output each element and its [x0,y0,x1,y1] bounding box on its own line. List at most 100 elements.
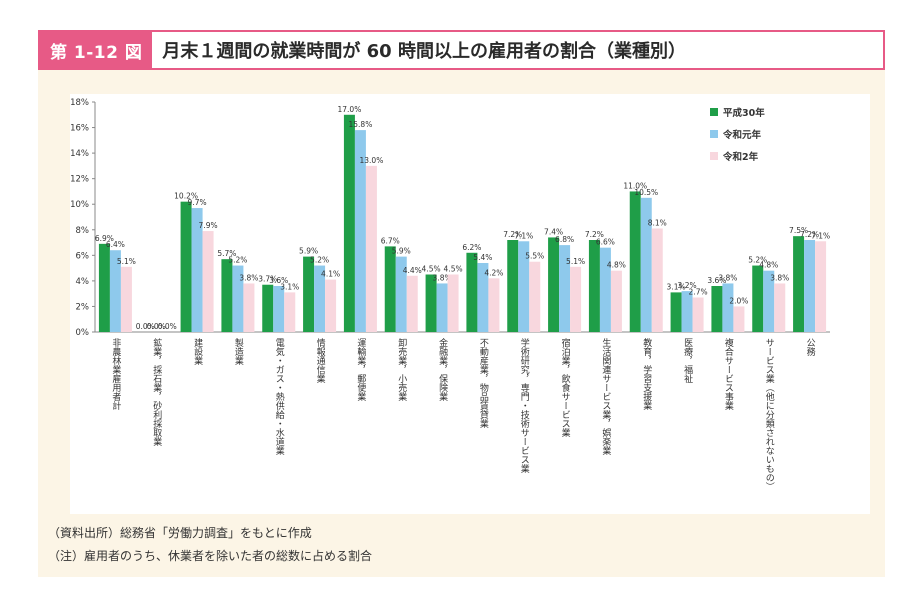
data-label: 3.8% [433,273,452,282]
data-label: 6.4% [106,240,125,249]
data-label: 8.1% [648,219,667,228]
data-label: 5.2% [310,256,329,265]
data-label: 15.8% [349,120,373,129]
bar [273,286,285,332]
data-label: 5.2% [228,256,247,265]
data-label: 3.7% [258,275,277,284]
data-label: 3.6% [707,276,726,285]
category-label: 複合サービス事業 [723,337,734,411]
data-label: 6.8% [555,235,574,244]
bar [651,228,663,332]
data-label: 3.8% [770,273,789,282]
bar [477,263,489,332]
figure-title: 月末１週間の就業時間が 60 時間以上の雇用者の割合（業種別） [162,41,686,62]
bar [221,259,233,332]
chart-area: 0% 2% 4% 6% 8% 10% 12% 14% 16% 18% 6.9% 0.0% 10.2% 5.… [70,94,870,514]
data-label: 0.0% [158,322,177,331]
bar [692,297,704,332]
y-tick-label: 12% [70,175,89,185]
data-label: 11.0% [623,181,647,190]
data-label: 3.1% [280,282,299,291]
bar [640,197,652,332]
data-label: 17.0% [338,105,362,114]
y-tick-label: 2% [76,302,90,312]
bar [406,275,418,332]
data-label: 4.2% [484,268,503,277]
data-label: 3.8% [718,273,737,282]
category-label: 金融業，保険業 [437,337,448,402]
data-label: 4.1% [321,270,340,279]
y-tick-label: 10% [70,200,89,210]
bar [763,270,775,332]
bar [466,252,478,332]
bar [815,241,827,332]
data-label: 7.2% [503,230,522,239]
category-label: 鉱業，採石業，砂利採取業 [151,337,162,447]
data-label: 0.0% [147,322,166,331]
bar [303,256,315,332]
data-label: 5.5% [525,252,544,261]
category-label: 公務 [805,338,816,357]
data-label: 3.2% [678,281,697,290]
bar [752,265,764,332]
bar [488,278,500,332]
data-label: 9.7% [188,198,207,207]
bar [629,191,641,332]
data-label: 6.9% [95,234,114,243]
data-label: 5.2% [748,256,767,265]
category-label: 卸売業，小売業 [396,337,407,402]
data-label: 7.2% [585,230,604,239]
y-tick-label: 8% [76,226,90,236]
data-label: 5.7% [217,249,236,258]
bar [436,283,448,332]
data-label: 5.1% [117,257,136,266]
bar [588,240,600,332]
data-label: 7.5% [789,226,808,235]
bar [262,284,274,332]
category-label: 医療，福祉 [682,338,693,384]
data-label: 4.8% [607,261,626,270]
data-label: 5.1% [566,257,585,266]
data-label: 7.4% [544,227,563,236]
bar [507,240,519,332]
bar [529,261,541,332]
data-label: 10.5% [634,188,658,197]
bar [191,208,203,332]
y-tick-label: 0% [76,328,90,338]
category-label: 運輸業，郵便業 [355,338,366,402]
figure-number: 第 1-12 図 [40,32,153,68]
data-label: 7.2% [800,230,819,239]
bar [384,246,396,332]
bar [109,250,121,332]
category-label: 宿泊業，飲食サービス業 [560,337,571,438]
data-label: 6.2% [462,243,481,252]
bar [722,283,734,332]
bar [774,283,786,332]
legend-label: 令和元年 [722,129,762,141]
category-label: 教育，学習支援業 [641,337,652,411]
data-label: 6.7% [381,236,400,245]
bar [98,243,110,332]
category-label: 情報通信業 [315,337,326,384]
bar [365,165,377,332]
data-label: 4.4% [403,266,422,275]
bar [232,265,244,332]
legend-label: 平成30年 [723,107,765,119]
bar [120,266,132,332]
bar [610,270,622,332]
data-label: 6.6% [596,238,615,247]
data-label: 7.9% [199,221,218,230]
source-note: （資料出所）総務省「労働力調査」をもとに作成 [48,526,312,540]
data-label: 2.7% [689,288,708,297]
data-label: 4.5% [444,265,463,274]
bar [202,231,214,332]
bar [559,245,571,332]
figure-title-bar: 第 1-12 図 月末１週間の就業時間が 60 時間以上の雇用者の割合（業種別） [38,30,885,70]
data-label: 13.0% [360,156,384,165]
bar [518,241,530,332]
bar [804,240,816,332]
data-label: 4.8% [759,261,778,270]
data-label: 4.5% [422,265,441,274]
bar [314,265,326,332]
bar [447,274,459,332]
